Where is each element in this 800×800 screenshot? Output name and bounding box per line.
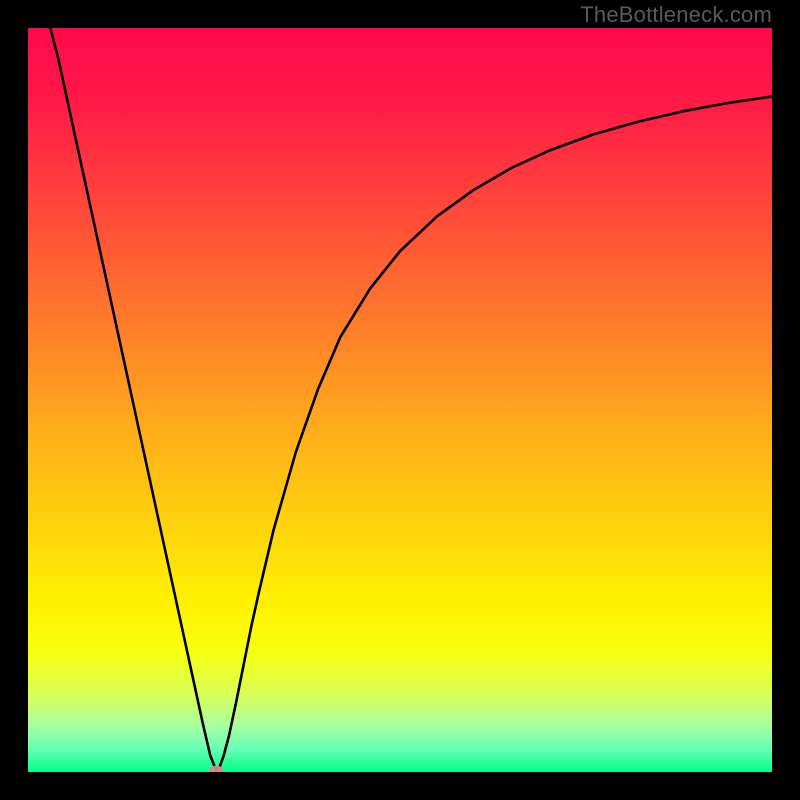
chart-svg [28,28,772,772]
plot-area [28,28,772,772]
chart-stage: TheBottleneck.com [0,0,800,800]
watermark-text: TheBottleneck.com [580,2,772,28]
gradient-background [28,28,772,772]
